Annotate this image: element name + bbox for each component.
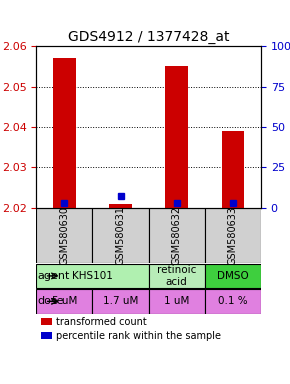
Text: dose: dose — [37, 296, 64, 306]
FancyBboxPatch shape — [205, 289, 261, 313]
Bar — [41, 332, 52, 339]
Bar — [41, 318, 52, 325]
Bar — [166, 66, 188, 208]
Text: 1.7 uM: 1.7 uM — [103, 296, 138, 306]
Text: 0.1 %: 0.1 % — [218, 296, 248, 306]
Bar — [222, 131, 244, 208]
FancyBboxPatch shape — [148, 289, 205, 313]
Text: GSM580630: GSM580630 — [59, 206, 69, 265]
Title: GDS4912 / 1377428_at: GDS4912 / 1377428_at — [68, 30, 229, 44]
FancyBboxPatch shape — [93, 208, 148, 263]
Text: DMSO: DMSO — [217, 271, 249, 281]
FancyBboxPatch shape — [148, 264, 205, 288]
FancyBboxPatch shape — [36, 264, 148, 288]
Text: GSM580632: GSM580632 — [172, 206, 182, 265]
Text: GSM580631: GSM580631 — [115, 206, 126, 265]
Bar — [53, 58, 76, 208]
Text: transformed count: transformed count — [57, 317, 147, 327]
Text: agent: agent — [37, 271, 70, 281]
FancyBboxPatch shape — [205, 208, 261, 263]
Text: percentile rank within the sample: percentile rank within the sample — [57, 331, 222, 341]
FancyBboxPatch shape — [36, 208, 93, 263]
Text: 5 uM: 5 uM — [52, 296, 77, 306]
Text: retinoic
acid: retinoic acid — [157, 265, 196, 287]
FancyBboxPatch shape — [148, 208, 205, 263]
FancyBboxPatch shape — [36, 289, 93, 313]
Text: KHS101: KHS101 — [72, 271, 113, 281]
Bar — [109, 204, 132, 208]
FancyBboxPatch shape — [93, 289, 148, 313]
Text: 1 uM: 1 uM — [164, 296, 189, 306]
FancyBboxPatch shape — [205, 264, 261, 288]
Text: GSM580633: GSM580633 — [228, 206, 238, 265]
